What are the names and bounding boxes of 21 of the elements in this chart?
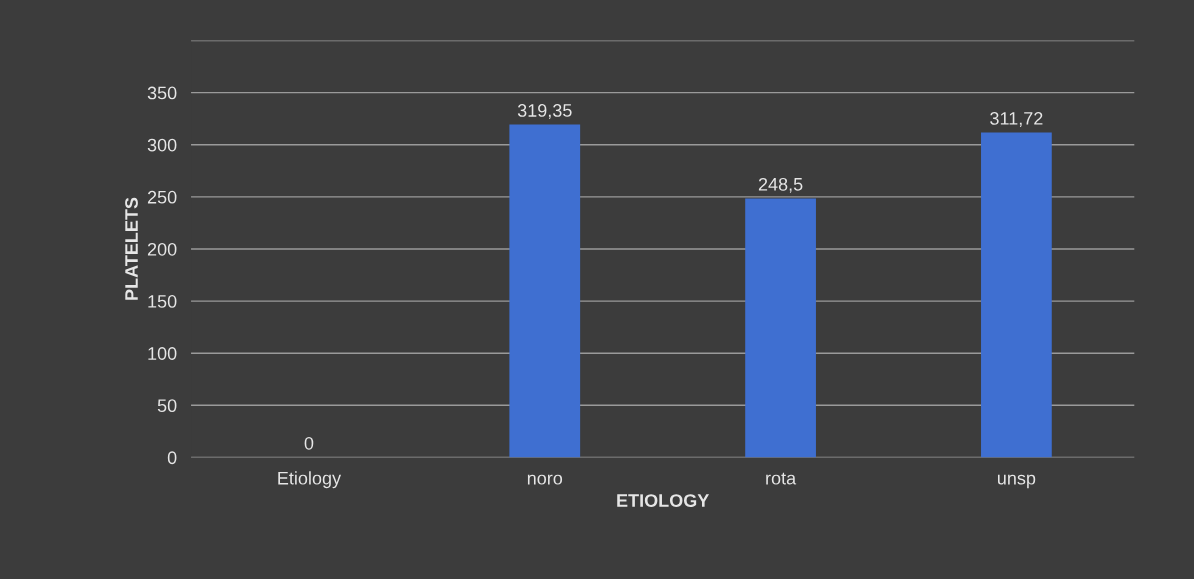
data-label: 0 <box>304 436 314 450</box>
bar <box>509 124 581 458</box>
x-tick-label: rota <box>766 472 797 485</box>
y-tick-label: 250 <box>147 190 177 204</box>
data-label: 248,5 <box>758 177 803 193</box>
bar <box>981 132 1052 458</box>
data-label: 319,35 <box>517 104 572 119</box>
bar <box>745 198 816 458</box>
y-tick-label: 100 <box>148 347 177 360</box>
x-axis-title: ETIOLOGY <box>617 494 710 507</box>
y-axis-title: PLATELETS <box>125 197 138 300</box>
data-label: 311,72 <box>990 112 1043 127</box>
y-tick-label: 0 <box>167 451 177 465</box>
x-tick-label: unsp <box>997 474 1036 489</box>
y-tick-label: 350 <box>147 86 177 100</box>
y-tick-label: 150 <box>148 295 177 308</box>
x-tick-label: Etiology <box>278 471 342 489</box>
y-tick-label: 200 <box>147 242 177 256</box>
y-tick-label: 300 <box>147 138 177 152</box>
y-tick-label: 50 <box>157 399 177 413</box>
x-tick-label: noro <box>527 474 563 485</box>
